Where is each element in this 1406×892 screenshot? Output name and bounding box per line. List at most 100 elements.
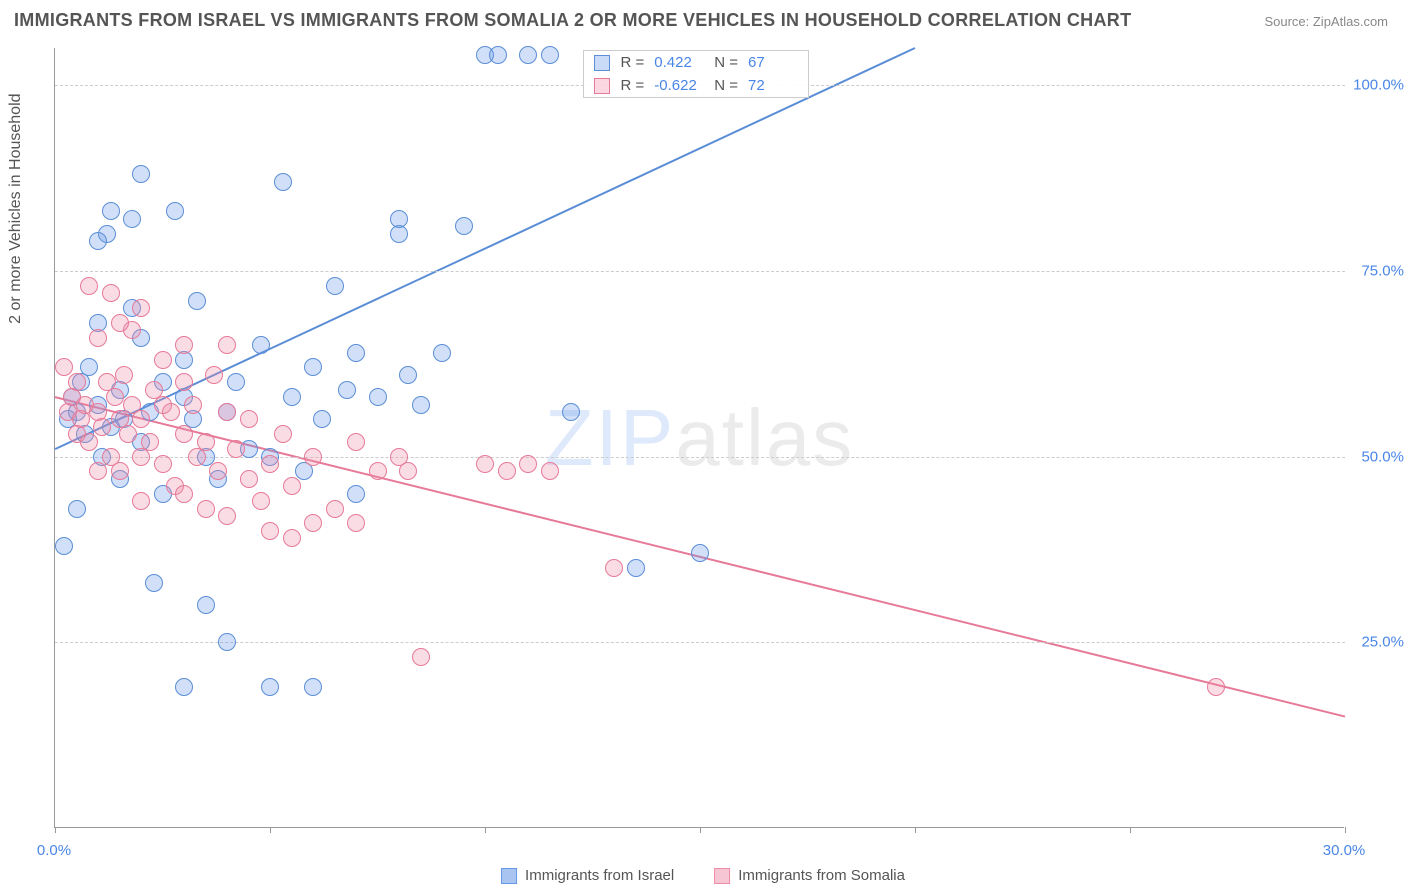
data-point bbox=[111, 314, 129, 332]
data-point bbox=[390, 210, 408, 228]
data-point bbox=[209, 462, 227, 480]
data-point bbox=[433, 344, 451, 362]
x-tick-label: 0.0% bbox=[37, 842, 71, 859]
data-point bbox=[89, 462, 107, 480]
x-tick bbox=[1130, 827, 1131, 833]
data-point bbox=[68, 373, 86, 391]
legend-swatch bbox=[501, 868, 517, 884]
data-point bbox=[132, 492, 150, 510]
stats-n-value: 67 bbox=[748, 54, 798, 71]
data-point bbox=[188, 292, 206, 310]
data-point bbox=[369, 462, 387, 480]
data-point bbox=[476, 455, 494, 473]
data-point bbox=[93, 418, 111, 436]
data-point bbox=[369, 388, 387, 406]
stats-r-label: R = bbox=[620, 77, 644, 94]
series-swatch bbox=[594, 55, 610, 71]
legend-item: Immigrants from Israel bbox=[501, 867, 674, 884]
stats-n-label: N = bbox=[714, 77, 738, 94]
legend-item: Immigrants from Somalia bbox=[714, 867, 905, 884]
data-point bbox=[175, 425, 193, 443]
gridline bbox=[55, 642, 1345, 643]
data-point bbox=[175, 373, 193, 391]
data-point bbox=[304, 678, 322, 696]
data-point bbox=[55, 358, 73, 376]
data-point bbox=[197, 433, 215, 451]
data-point bbox=[412, 648, 430, 666]
data-point bbox=[489, 46, 507, 64]
data-point bbox=[326, 277, 344, 295]
chart-container: IMMIGRANTS FROM ISRAEL VS IMMIGRANTS FRO… bbox=[0, 0, 1406, 892]
data-point bbox=[399, 462, 417, 480]
data-point bbox=[240, 470, 258, 488]
stats-row: R =0.422N =67 bbox=[584, 51, 808, 74]
gridline bbox=[55, 271, 1345, 272]
data-point bbox=[347, 344, 365, 362]
legend-swatch bbox=[714, 868, 730, 884]
stats-n-value: 72 bbox=[748, 77, 798, 94]
x-tick bbox=[700, 827, 701, 833]
legend-label: Immigrants from Israel bbox=[525, 867, 674, 884]
data-point bbox=[154, 455, 172, 473]
data-point bbox=[412, 396, 430, 414]
data-point bbox=[102, 284, 120, 302]
series-swatch bbox=[594, 78, 610, 94]
data-point bbox=[347, 485, 365, 503]
data-point bbox=[347, 514, 365, 532]
data-point bbox=[197, 596, 215, 614]
x-tick-label: 30.0% bbox=[1323, 842, 1366, 859]
data-point bbox=[562, 403, 580, 421]
data-point bbox=[240, 410, 258, 428]
legend: Immigrants from Israel Immigrants from So… bbox=[501, 867, 905, 884]
data-point bbox=[132, 410, 150, 428]
data-point bbox=[261, 678, 279, 696]
data-point bbox=[605, 559, 623, 577]
source-attribution: Source: ZipAtlas.com bbox=[1264, 14, 1388, 29]
y-tick-label: 100.0% bbox=[1348, 77, 1404, 94]
data-point bbox=[154, 396, 172, 414]
data-point bbox=[175, 336, 193, 354]
data-point bbox=[627, 559, 645, 577]
data-point bbox=[399, 366, 417, 384]
data-point bbox=[283, 388, 301, 406]
data-point bbox=[252, 336, 270, 354]
data-point bbox=[519, 455, 537, 473]
data-point bbox=[261, 455, 279, 473]
data-point bbox=[541, 462, 559, 480]
data-point bbox=[313, 410, 331, 428]
y-tick-label: 75.0% bbox=[1348, 262, 1404, 279]
data-point bbox=[691, 544, 709, 562]
data-point bbox=[119, 425, 137, 443]
page-title: IMMIGRANTS FROM ISRAEL VS IMMIGRANTS FRO… bbox=[14, 10, 1131, 31]
data-point bbox=[274, 425, 292, 443]
data-point bbox=[132, 165, 150, 183]
data-point bbox=[541, 46, 559, 64]
y-axis-label: 2 or more Vehicles in Household bbox=[7, 93, 25, 323]
data-point bbox=[175, 678, 193, 696]
data-point bbox=[274, 173, 292, 191]
data-point bbox=[304, 448, 322, 466]
data-point bbox=[141, 433, 159, 451]
data-point bbox=[184, 396, 202, 414]
data-point bbox=[326, 500, 344, 518]
data-point bbox=[498, 462, 516, 480]
data-point bbox=[227, 440, 245, 458]
data-point bbox=[218, 507, 236, 525]
data-point bbox=[80, 277, 98, 295]
data-point bbox=[304, 358, 322, 376]
data-point bbox=[166, 202, 184, 220]
data-point bbox=[145, 574, 163, 592]
data-point bbox=[1207, 678, 1225, 696]
data-point bbox=[347, 433, 365, 451]
data-point bbox=[205, 366, 223, 384]
stats-r-value: -0.622 bbox=[654, 77, 704, 94]
data-point bbox=[227, 373, 245, 391]
x-tick bbox=[915, 827, 916, 833]
data-point bbox=[218, 633, 236, 651]
stats-n-label: N = bbox=[714, 54, 738, 71]
data-point bbox=[455, 217, 473, 235]
data-point bbox=[89, 329, 107, 347]
y-tick-label: 50.0% bbox=[1348, 448, 1404, 465]
trend-lines bbox=[55, 48, 1344, 827]
data-point bbox=[283, 529, 301, 547]
